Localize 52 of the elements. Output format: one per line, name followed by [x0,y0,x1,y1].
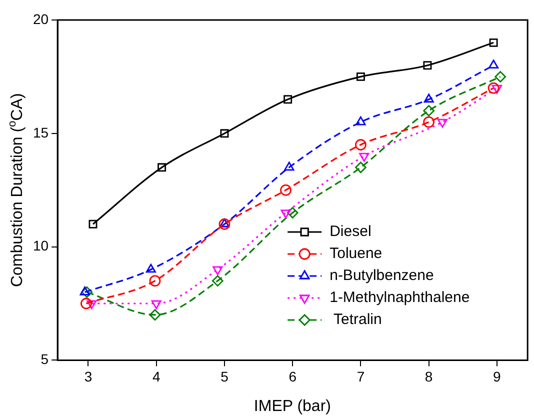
legend-label: Toluene [330,245,382,262]
point [80,298,92,310]
point [359,152,370,162]
legend-label: Tetralin [330,311,382,328]
point [284,162,294,171]
point [356,116,366,126]
x-tick-label: 4 [152,368,160,384]
point [356,72,365,81]
point [355,139,366,150]
point [212,266,223,276]
x-axis-title: IMEP (bar) [254,398,331,415]
point [280,210,291,218]
point [88,220,98,228]
y-tick-label: 15 [32,124,49,140]
point [151,300,162,310]
point [158,163,166,172]
y-tick-label: 20 [32,10,49,27]
point [81,286,93,298]
point [489,38,498,47]
point [423,116,435,128]
y-axis-title: Combustion Duration (oCA) [6,93,26,288]
point [86,300,97,310]
point [146,264,156,273]
point [488,60,499,69]
point [284,95,292,104]
legend-label: Diesel [330,223,372,240]
point [220,129,229,138]
point [219,218,230,228]
point [286,207,298,218]
legend-label: n-Butylbenzene [330,267,434,284]
point [488,82,500,94]
point [437,118,448,128]
point [423,105,435,116]
point [149,275,161,287]
x-tick-label: 8 [424,368,433,384]
point [424,94,434,103]
point [212,275,224,287]
y-tick-label: 5 [40,351,49,368]
legend-label: 1-Methylnaphthalene [330,289,470,306]
point [218,218,230,230]
point [149,309,161,321]
point [423,61,432,70]
x-tick-label: 3 [84,368,92,384]
point [494,71,506,82]
point [355,162,366,174]
point [280,184,292,196]
x-tick-label: 7 [356,368,365,384]
x-tick-label: 9 [493,368,502,384]
y-tick-label: 10 [32,238,49,254]
point [492,84,502,94]
x-tick-label: 5 [220,368,229,384]
x-tick-label: 6 [288,368,297,384]
